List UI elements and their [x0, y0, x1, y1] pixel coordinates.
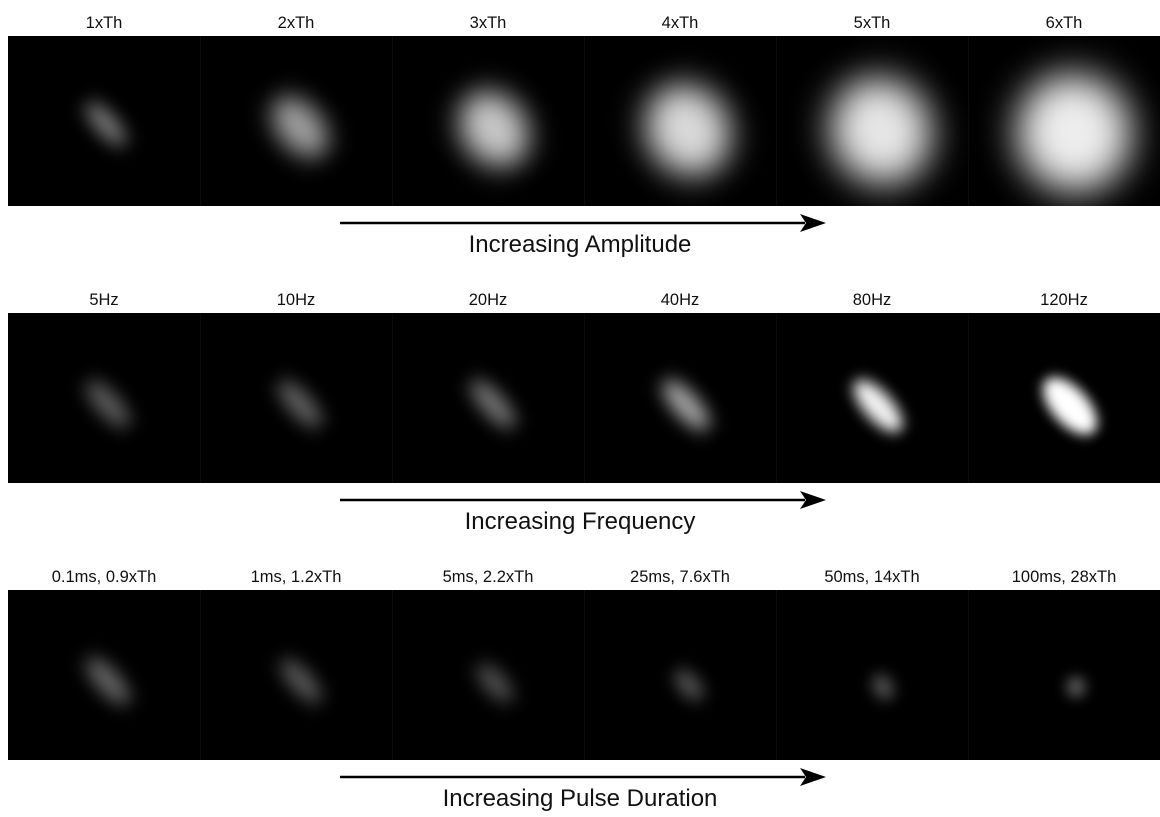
phosphene-blob [628, 68, 748, 192]
amplitude-label-2: 2xTh [277, 14, 315, 32]
pulse-duration-frame-3 [392, 590, 584, 760]
phosphene-blob [1000, 58, 1148, 206]
pulse-duration-label-3: 5ms, 2.2xTh [442, 568, 534, 586]
frequency-label-3: 20Hz [468, 291, 508, 309]
phosphene-blob [1066, 676, 1086, 698]
phosphene-blob [845, 372, 911, 440]
pulse-duration-caption: Increasing Pulse Duration [442, 785, 718, 812]
amplitude-arrow [340, 214, 826, 232]
frequency-label-6: 120Hz [1040, 291, 1088, 309]
amplitude-frame-1 [8, 36, 200, 206]
phosphene-blob [260, 86, 340, 168]
phosphene-blob [1033, 367, 1107, 445]
frequency-frame-6 [968, 313, 1160, 483]
frequency-image-strip [8, 313, 1160, 483]
frequency-frame-3 [392, 313, 584, 483]
pulse-duration-image-strip [8, 590, 1160, 760]
amplitude-frame-3 [392, 36, 584, 206]
amplitude-image-strip [8, 36, 1160, 206]
pulse-duration-frame-2 [200, 590, 392, 760]
pulse-duration-frame-6 [968, 590, 1160, 760]
frequency-frame-4 [584, 313, 776, 483]
pulse-duration-labels: 0.1ms, 0.9xTh 1ms, 1.2xTh 5ms, 2.2xTh 25… [8, 567, 1160, 591]
amplitude-caption: Increasing Amplitude [468, 231, 692, 258]
pulse-duration-arrow [340, 768, 826, 786]
frequency-label-4: 40Hz [660, 291, 700, 309]
phosphene-blob [668, 664, 710, 706]
phosphene-blob [471, 658, 519, 708]
phosphene-blob [867, 669, 899, 705]
phosphene-blob [812, 60, 950, 202]
pulse-duration-label-5: 50ms, 14xTh [824, 568, 920, 586]
amplitude-frame-2 [200, 36, 392, 206]
phosphene-blob [655, 373, 717, 437]
amplitude-label-6: 6xTh [1045, 14, 1083, 32]
pulse-duration-label-4: 25ms, 7.6xTh [630, 568, 730, 586]
pulse-duration-frame-5 [776, 590, 968, 760]
frequency-labels: 5Hz 10Hz 20Hz 40Hz 80Hz 120Hz [8, 290, 1160, 314]
phosphene-blob [79, 374, 137, 434]
amplitude-frame-4 [584, 36, 776, 206]
amplitude-label-5: 5xTh [853, 14, 891, 32]
frequency-label-1: 5Hz [89, 291, 119, 309]
frequency-arrow [340, 491, 826, 509]
phosphene-blob [79, 651, 137, 711]
pulse-duration-label-1: 0.1ms, 0.9xTh [51, 568, 157, 586]
amplitude-label-4: 4xTh [661, 14, 699, 32]
pulse-duration-label-6: 100ms, 28xTh [1011, 568, 1117, 586]
frequency-label-5: 80Hz [852, 291, 892, 309]
frequency-label-2: 10Hz [276, 291, 316, 309]
frequency-frame-2 [200, 313, 392, 483]
pulse-duration-label-2: 1ms, 1.2xTh [250, 568, 342, 586]
frequency-caption: Increasing Frequency [464, 508, 696, 535]
pulse-duration-frame-4 [584, 590, 776, 760]
amplitude-frame-6 [968, 36, 1160, 206]
amplitude-labels: 1xTh 2xTh 3xTh 4xTh 5xTh 6xTh [8, 13, 1160, 37]
phosphene-blob [79, 96, 133, 152]
amplitude-label-3: 3xTh [469, 14, 507, 32]
pulse-duration-frame-1 [8, 590, 200, 760]
phosphene-blob [271, 374, 329, 434]
phosphene-blob [444, 77, 544, 181]
frequency-frame-5 [776, 313, 968, 483]
amplitude-frame-5 [776, 36, 968, 206]
frequency-frame-1 [8, 313, 200, 483]
phosphene-blob [274, 653, 328, 709]
phosphene-blob [464, 373, 522, 435]
amplitude-label-1: 1xTh [85, 14, 123, 32]
